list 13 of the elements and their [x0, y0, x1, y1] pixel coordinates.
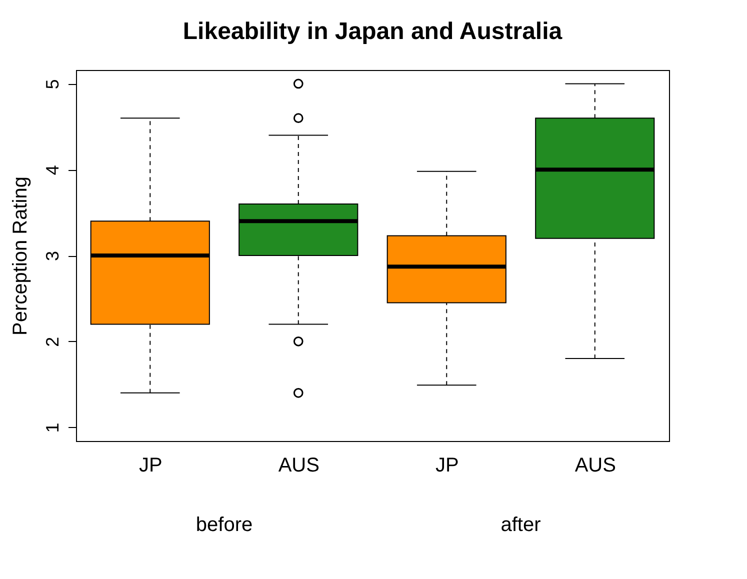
chart-title: Likeability in Japan and Australia	[182, 18, 563, 45]
x-tick-label: JP	[138, 454, 162, 476]
x-tick-label: JP	[435, 454, 459, 476]
y-tick-label: 3	[42, 250, 62, 262]
text: after	[500, 514, 542, 536]
x-tick-label: AUS	[574, 454, 616, 476]
y-tick-label: 5	[42, 79, 62, 90]
y-tick-label: 4	[42, 165, 62, 176]
x-tick-label: AUS	[278, 454, 320, 476]
text: before	[196, 514, 253, 536]
y-axis-title: Perception Rating	[10, 176, 32, 336]
y-tick-label: 2	[42, 336, 62, 347]
y-tick-label: 1	[42, 422, 62, 433]
